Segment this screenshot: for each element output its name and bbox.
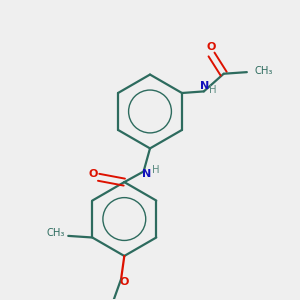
Text: O: O xyxy=(120,277,129,287)
Text: O: O xyxy=(207,42,216,52)
Text: CH₃: CH₃ xyxy=(255,65,273,76)
Text: CH₃: CH₃ xyxy=(46,228,64,238)
Text: H: H xyxy=(209,85,217,95)
Text: H: H xyxy=(152,165,160,175)
Text: N: N xyxy=(200,81,209,91)
Text: N: N xyxy=(142,169,152,179)
Text: O: O xyxy=(88,169,98,179)
